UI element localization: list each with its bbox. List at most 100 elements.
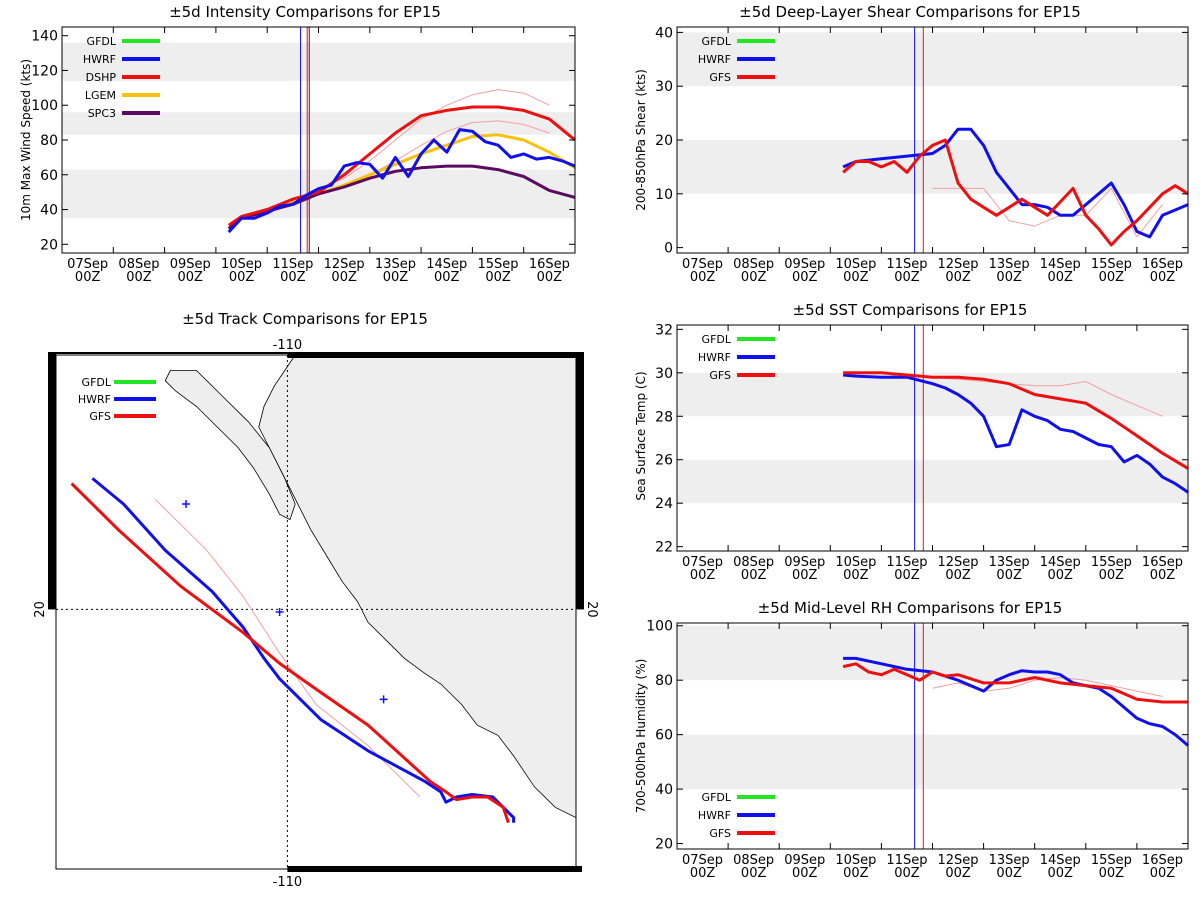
sst-x-tick-label: 08Sep — [733, 555, 774, 570]
intensity-x-tick-label: 10Sep — [221, 257, 262, 272]
shear-x-tick-label: 09Sep — [784, 257, 825, 272]
rh-x-tick-label: 08Sep — [733, 853, 774, 868]
intensity-y-tick-label: 40 — [40, 203, 58, 219]
shear-x-tick-label: 00Z — [792, 270, 818, 285]
sst-legend-label: GFS — [709, 369, 731, 382]
intensity-legend-label: HWRF — [83, 53, 116, 66]
shear-x-tick-label: 00Z — [690, 270, 716, 285]
sst-y-label: Sea Surface Temp (C) — [634, 371, 648, 500]
intensity-series-hwrf — [227, 128, 576, 234]
intensity-x-tick-label: 00Z — [229, 270, 255, 285]
intensity-x-tick-label: 14Sep — [426, 257, 467, 272]
sst-x-tick-label: 14Sep — [1040, 555, 1081, 570]
shear-x-tick-label: 10Sep — [835, 257, 876, 272]
baja-peninsula-landmass — [164, 369, 296, 521]
shear-chart: ±5d Deep-Layer Shear Comparisons for EP1… — [634, 3, 1189, 285]
sst-x-tick-label: 00Z — [1150, 568, 1176, 583]
intensity-x-tick-label: 16Sep — [529, 257, 570, 272]
shear-series-gfs-previous — [932, 187, 1163, 238]
intensity-x-tick-label: 12Sep — [324, 257, 365, 272]
sst-x-tick-label: 00Z — [894, 568, 920, 583]
shear-x-tick-label: 16Sep — [1142, 257, 1183, 272]
rh-y-label: 700-500hPa Humidity (%) — [634, 659, 648, 814]
rh-y-tick-label: 60 — [655, 728, 673, 744]
rh-x-tick-label: 00Z — [741, 866, 767, 881]
track-legend-label: HWRF — [78, 393, 111, 406]
intensity-chart: ±5d Intensity Comparisons for EP15 10m M… — [19, 3, 576, 285]
shear-y-tick-label: 20 — [655, 133, 673, 149]
rh-y-tick-label: 80 — [655, 673, 673, 689]
shear-x-tick-label: 00Z — [741, 270, 767, 285]
rh-y-tick-label: 20 — [655, 837, 673, 853]
sst-x-tick-label: 11Sep — [886, 555, 927, 570]
shear-x-tick-label: 00Z — [1099, 270, 1125, 285]
sst-x-tick-label: 13Sep — [989, 555, 1030, 570]
rh-x-tick-label: 00Z — [1099, 866, 1125, 881]
rh-series-hwrf — [843, 656, 1189, 747]
rh-x-tick-label: 12Sep — [938, 853, 979, 868]
track-legend-label: GFDL — [82, 376, 112, 389]
intensity-x-tick-label: 00Z — [280, 270, 306, 285]
intensity-x-tick-label: 00Z — [75, 270, 101, 285]
sst-y-tick-label: 24 — [655, 496, 673, 512]
rh-series-gfs — [842, 662, 1188, 704]
intensity-band — [62, 112, 575, 135]
shear-y-tick-label: 30 — [655, 79, 673, 95]
rh-x-tick-label: 00Z — [792, 866, 818, 881]
shear-x-tick-label: 14Sep — [1040, 257, 1081, 272]
intensity-legend-label: GFDL — [87, 35, 117, 48]
intensity-y-tick-label: 60 — [40, 168, 58, 184]
shear-x-tick-label: 15Sep — [1091, 257, 1132, 272]
rh-x-tick-label: 14Sep — [1040, 853, 1081, 868]
sst-series-gfs-previous — [932, 376, 1163, 417]
rh-x-tick-label: 10Sep — [835, 853, 876, 868]
intensity-x-tick-label: 00Z — [126, 270, 152, 285]
sst-x-tick-label: 00Z — [792, 568, 818, 583]
sst-series-gfs — [843, 371, 1189, 470]
shear-x-tick-label: 07Sep — [682, 257, 723, 272]
map-lat-label-left: 20 — [33, 601, 48, 618]
rh-x-tick-label: 07Sep — [682, 853, 723, 868]
rh-x-tick-label: 00Z — [945, 866, 971, 881]
sst-x-tick-label: 12Sep — [938, 555, 979, 570]
shear-legend-label: HWRF — [698, 53, 731, 66]
sst-x-tick-label: 16Sep — [1142, 555, 1183, 570]
sst-x-tick-label: 09Sep — [784, 555, 825, 570]
sst-legend-label: GFDL — [702, 333, 732, 346]
sst-chart-title: ±5d SST Comparisons for EP15 — [793, 301, 1028, 319]
rh-chart: ±5d Mid-Level RH Comparisons for EP15 70… — [634, 599, 1189, 881]
sst-y-tick-label: 32 — [655, 322, 673, 338]
sst-y-tick-label: 30 — [655, 366, 673, 382]
map-border-bar — [287, 866, 582, 872]
sst-band — [677, 372, 1188, 417]
shear-x-tick-label: 12Sep — [938, 257, 979, 272]
intensity-x-tick-label: 00Z — [434, 270, 460, 285]
shear-x-tick-label: 00Z — [945, 270, 971, 285]
rh-x-tick-label: 00Z — [1150, 866, 1176, 881]
track-position-marker — [379, 695, 388, 704]
map-border-bar — [48, 352, 288, 354]
sst-x-tick-label: 00Z — [741, 568, 767, 583]
sst-x-tick-label: 10Sep — [835, 555, 876, 570]
sst-y-tick-label: 28 — [655, 409, 673, 425]
intensity-y-tick-label: 80 — [40, 133, 58, 149]
map-border-bar — [287, 352, 582, 358]
sst-x-tick-label: 15Sep — [1091, 555, 1132, 570]
map-lon-label-top: -110 — [273, 338, 303, 353]
rh-legend-label: GFDL — [702, 791, 732, 804]
sst-y-tick-label: 26 — [655, 453, 673, 469]
sst-x-tick-label: 00Z — [945, 568, 971, 583]
rh-x-tick-label: 00Z — [996, 866, 1022, 881]
intensity-y-tick-label: 20 — [40, 237, 58, 253]
rh-x-tick-label: 00Z — [690, 866, 716, 881]
intensity-legend-label: SPC3 — [88, 107, 116, 120]
intensity-y-label: 10m Max Wind Speed (kts) — [19, 59, 33, 221]
rh-chart-title: ±5d Mid-Level RH Comparisons for EP15 — [758, 599, 1063, 617]
sst-y-tick-label: 22 — [655, 540, 673, 556]
shear-x-tick-label: 08Sep — [733, 257, 774, 272]
intensity-y-tick-label: 140 — [31, 29, 58, 45]
rh-legend-label: GFS — [709, 827, 731, 840]
shear-band — [677, 140, 1188, 194]
intensity-x-tick-label: 09Sep — [170, 257, 211, 272]
intensity-y-tick-label: 120 — [31, 63, 58, 79]
